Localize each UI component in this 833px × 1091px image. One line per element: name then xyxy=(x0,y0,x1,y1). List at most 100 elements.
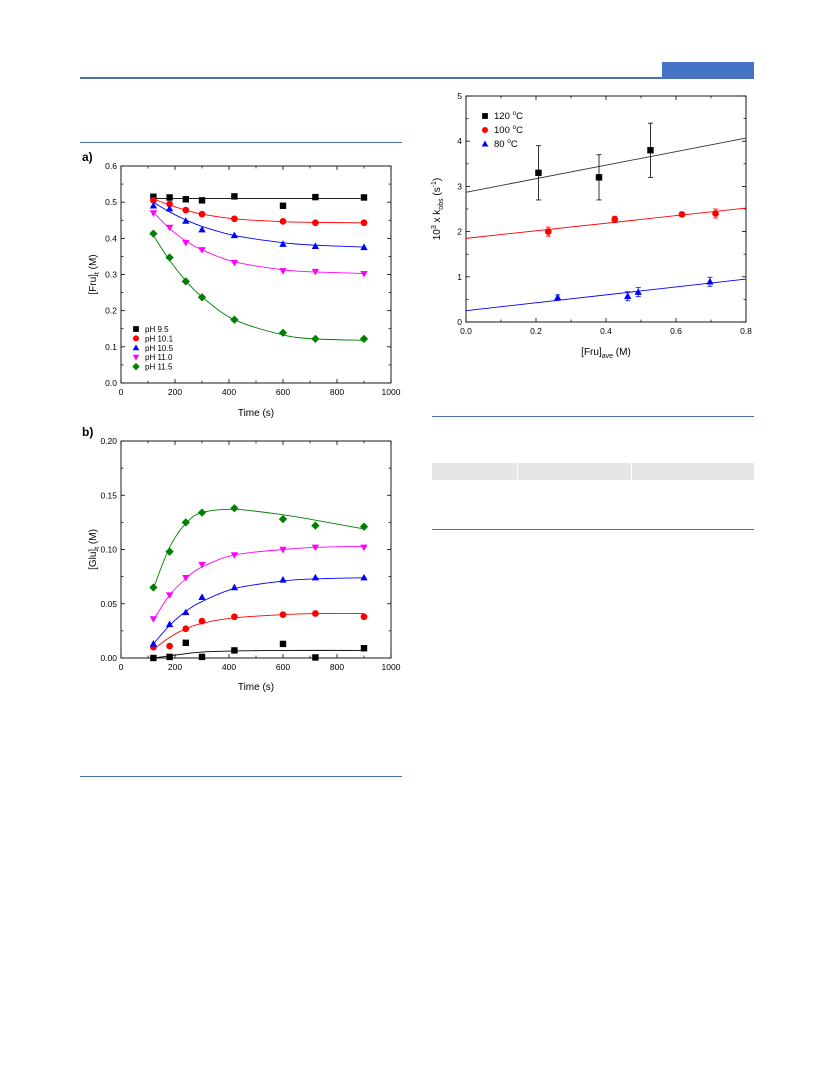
series xyxy=(149,210,368,278)
data-point xyxy=(165,253,174,262)
x-tick-label: 1000 xyxy=(382,662,401,672)
data-point xyxy=(279,202,287,209)
x-axis-label: Time (s) xyxy=(238,408,274,419)
x-tick-label: 400 xyxy=(222,387,236,397)
data-point xyxy=(165,592,174,599)
data-point xyxy=(166,200,173,208)
data-point xyxy=(706,277,714,285)
data-point xyxy=(149,201,158,209)
data-point xyxy=(311,268,320,276)
x-tick-label: 0.2 xyxy=(530,326,542,336)
data-point xyxy=(198,617,206,625)
y-tick-label: 5 xyxy=(457,91,462,101)
series xyxy=(465,207,747,239)
data-point xyxy=(231,193,238,200)
y-tick-label: 0.5 xyxy=(105,197,117,207)
x-tick-label: 800 xyxy=(330,662,344,672)
data-point xyxy=(230,259,239,267)
series xyxy=(149,504,369,592)
data-point xyxy=(544,228,552,235)
series xyxy=(150,196,368,227)
series xyxy=(149,229,369,344)
data-point xyxy=(230,552,239,559)
legend-label: pH 11.5 xyxy=(145,363,173,372)
data-point xyxy=(182,625,190,633)
data-point xyxy=(312,654,319,661)
data-point xyxy=(278,514,288,524)
y-axis-label: 103 x kobs (s-1) xyxy=(431,178,445,241)
data-point xyxy=(198,593,206,600)
data-point xyxy=(149,616,158,623)
data-point xyxy=(166,642,173,650)
data-point xyxy=(312,193,319,201)
y-axis-label: [Glu]t (M) xyxy=(88,529,101,570)
data-point xyxy=(279,611,287,618)
data-point xyxy=(231,215,238,223)
data-point xyxy=(311,521,320,530)
data-point xyxy=(360,645,368,652)
data-point xyxy=(359,334,369,344)
data-point xyxy=(279,268,287,275)
legend-marker xyxy=(132,354,140,361)
data-point xyxy=(165,224,174,232)
data-point xyxy=(611,216,619,223)
legend-label: 80 oC xyxy=(494,138,518,150)
x-tick-label: 0 xyxy=(119,387,124,397)
data-point xyxy=(230,231,239,239)
x-tick-label: 800 xyxy=(330,387,344,397)
data-point xyxy=(182,217,190,224)
data-point xyxy=(149,229,158,238)
y-tick-label: 0.00 xyxy=(100,653,117,663)
legend-marker xyxy=(482,113,488,119)
data-point xyxy=(230,583,239,591)
data-point xyxy=(624,292,632,299)
legend-marker xyxy=(132,335,140,342)
fit-line xyxy=(465,278,747,312)
fit-line xyxy=(153,211,365,274)
data-point xyxy=(595,174,603,181)
data-point xyxy=(149,640,158,647)
series xyxy=(150,193,368,209)
series xyxy=(150,639,368,662)
data-point xyxy=(312,219,319,227)
y-tick-label: 0.3 xyxy=(105,270,117,280)
data-point xyxy=(182,574,190,582)
data-point xyxy=(181,518,190,527)
data-point xyxy=(678,211,686,218)
data-point xyxy=(279,640,287,648)
data-point xyxy=(360,194,368,201)
data-point xyxy=(198,197,206,204)
legend-label: 100 oC xyxy=(494,124,523,136)
data-point xyxy=(198,225,206,233)
y-tick-label: 0 xyxy=(457,317,462,327)
legend-label: 120 oC xyxy=(494,110,523,122)
data-point xyxy=(279,576,287,583)
data-point xyxy=(311,334,320,344)
data-point xyxy=(360,544,368,552)
data-point xyxy=(279,240,287,247)
y-tick-label: 0.10 xyxy=(100,545,117,555)
x-axis-label: [Fru]ave (M) xyxy=(581,347,631,360)
data-point xyxy=(278,328,288,337)
data-point xyxy=(150,193,157,200)
legend-label: pH 9.5 xyxy=(145,325,169,334)
data-point xyxy=(554,293,562,301)
data-point xyxy=(198,210,206,218)
x-tick-label: 0 xyxy=(119,662,124,672)
series xyxy=(465,276,747,312)
data-point xyxy=(231,613,238,621)
table-cell-divider xyxy=(631,463,632,480)
x-tick-label: 600 xyxy=(276,387,290,397)
data-point xyxy=(198,561,206,569)
data-point xyxy=(360,271,368,278)
data-point xyxy=(311,573,320,581)
data-point xyxy=(231,647,238,654)
series xyxy=(149,201,368,251)
x-tick-label: 200 xyxy=(168,387,182,397)
data-point xyxy=(165,547,174,556)
data-point xyxy=(311,544,320,552)
data-point xyxy=(149,583,158,592)
figure-top-rule xyxy=(80,142,402,143)
